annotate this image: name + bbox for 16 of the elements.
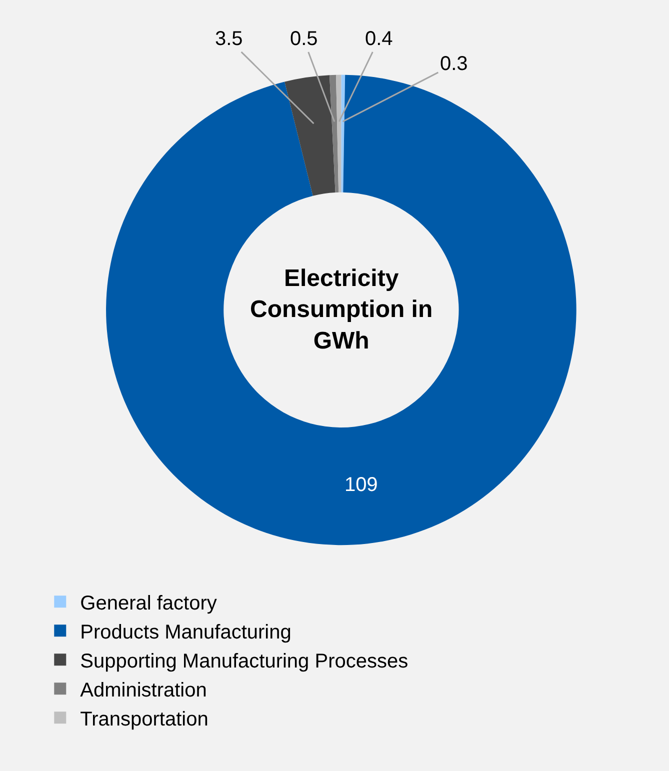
data-label: 0.4: [365, 28, 393, 50]
data-label: 0.3: [440, 53, 468, 75]
text: Electricity Consumption in GWh: [250, 265, 433, 354]
donut-slice: [330, 74, 339, 193]
donut-slice: [336, 74, 342, 192]
legend-label: Supporting Manufacturing Processes: [80, 650, 408, 672]
donut-slice: [341, 74, 346, 192]
legend-label: Transportation: [80, 708, 208, 730]
data-label: 0.5: [290, 28, 318, 50]
data-label: 109: [344, 474, 378, 496]
donut-slice: [284, 75, 336, 196]
donut-slice: [106, 74, 576, 545]
data-label: 3.5: [215, 28, 243, 50]
legend-label: General factory: [80, 592, 217, 614]
legend-label: Products Manufacturing: [80, 621, 292, 644]
legend-label: Administration: [80, 679, 207, 702]
